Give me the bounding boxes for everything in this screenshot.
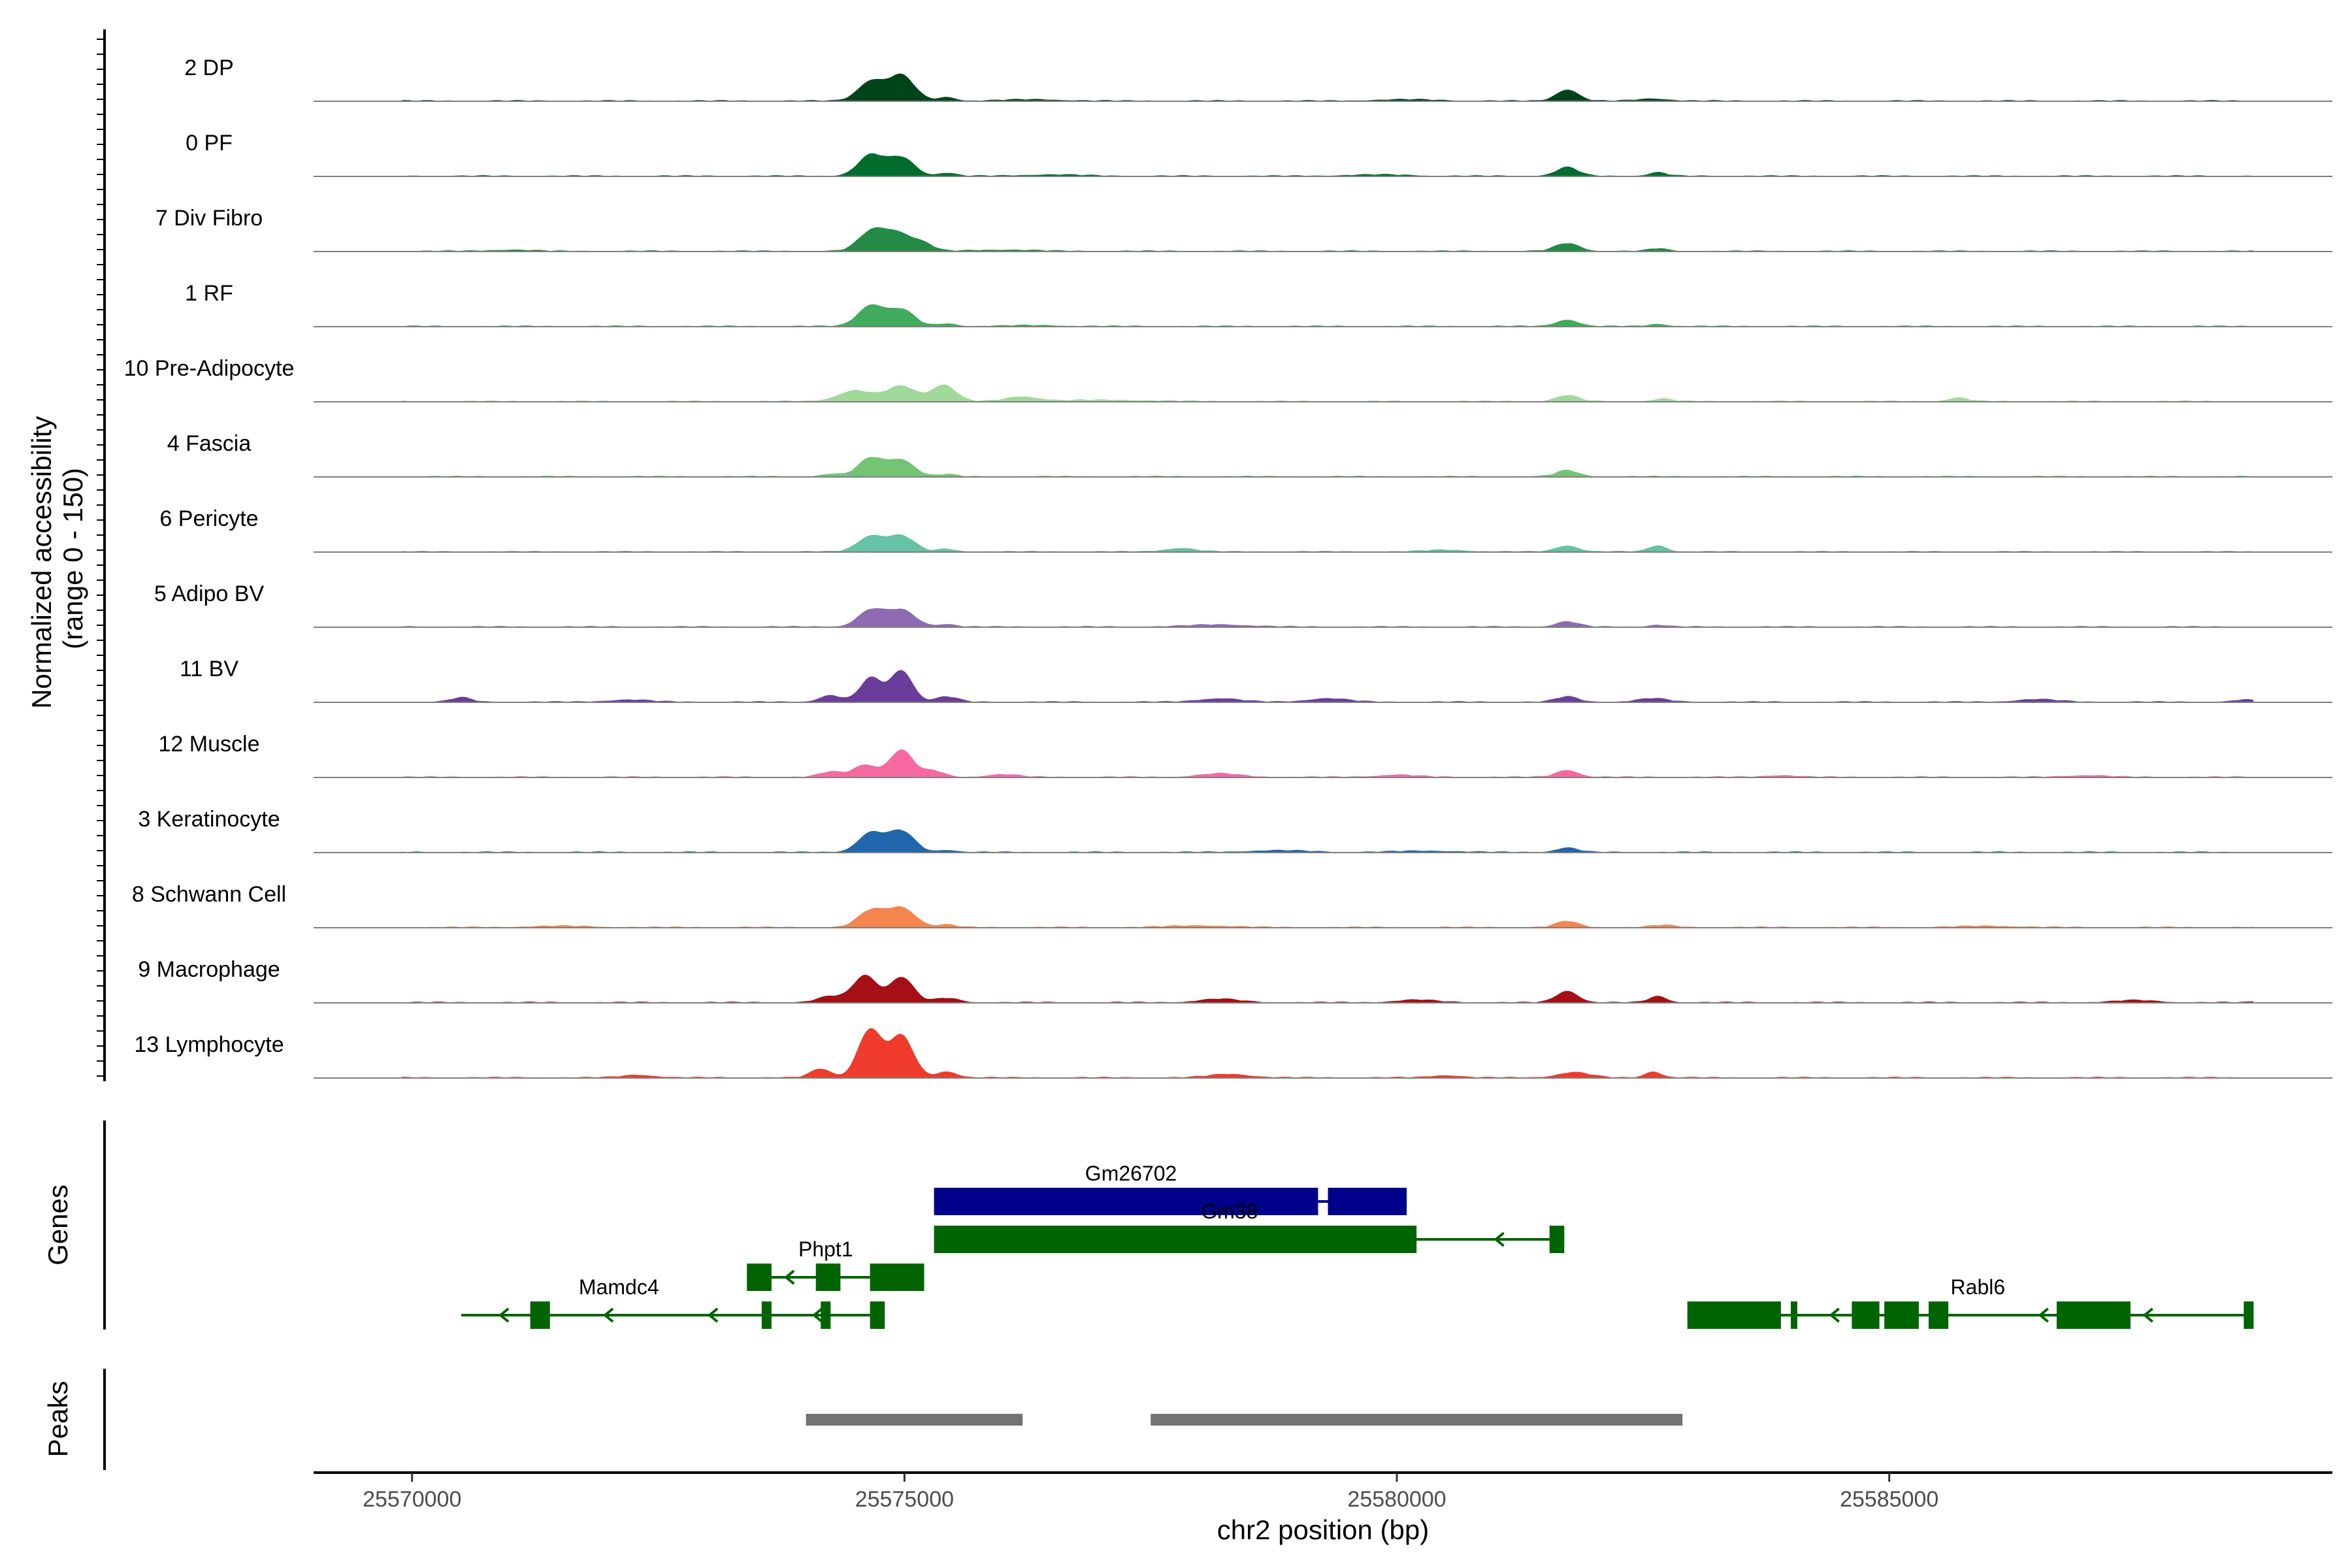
peaks-y-title: Peaks bbox=[42, 1381, 73, 1458]
gene-model bbox=[461, 1301, 885, 1329]
exon bbox=[1328, 1188, 1407, 1215]
track-label: 6 Pericyte bbox=[159, 506, 258, 531]
track-label: 0 PF bbox=[186, 131, 233, 155]
coverage-area bbox=[402, 670, 2255, 703]
coverage-y-title-line-2: (range 0 - 150) bbox=[57, 468, 88, 649]
strand-chevron bbox=[1494, 1232, 1505, 1247]
exon bbox=[1929, 1301, 1949, 1329]
exon bbox=[2244, 1301, 2254, 1329]
exon bbox=[747, 1264, 772, 1291]
track-label: 3 Keratinocyte bbox=[138, 807, 280, 832]
peak-region bbox=[806, 1414, 1023, 1426]
exon bbox=[1687, 1301, 1781, 1329]
strand-chevron bbox=[2142, 1307, 2153, 1323]
coverage-area bbox=[402, 73, 2254, 102]
strand-chevron bbox=[1829, 1307, 1840, 1323]
coverage-area bbox=[402, 384, 2255, 402]
track-9-macrophage: 9 Macrophage bbox=[138, 957, 2332, 1004]
gene-label: Gm38 bbox=[1201, 1200, 1258, 1223]
gene-model bbox=[934, 1226, 1565, 1253]
track-label: 7 Div Fibro bbox=[155, 206, 263, 231]
track-label: 4 Fascia bbox=[167, 431, 252, 456]
track-13-lymphocyte: 13 Lymphocyte bbox=[134, 1028, 2332, 1079]
track-12-muscle: 12 Muscle bbox=[159, 732, 2332, 778]
exon bbox=[1852, 1301, 1880, 1329]
strand-chevron bbox=[784, 1269, 795, 1285]
exon bbox=[870, 1264, 924, 1291]
gene-label: Rabl6 bbox=[1951, 1275, 2006, 1299]
genes-y-title: Genes bbox=[42, 1184, 73, 1266]
coverage-area bbox=[402, 829, 2254, 853]
track-label: 13 Lymphocyte bbox=[134, 1032, 284, 1057]
gene-model bbox=[934, 1188, 1407, 1215]
gene-label: Gm26702 bbox=[1085, 1162, 1177, 1185]
track-4-fascia: 4 Fascia bbox=[167, 431, 2332, 478]
gene-model bbox=[1687, 1301, 2254, 1329]
exon bbox=[2056, 1301, 2131, 1329]
x-axis-ticks: 25570000 25575000 25580000 25585000 bbox=[363, 1473, 1938, 1512]
coverage-area bbox=[402, 608, 2254, 628]
peak-region bbox=[1151, 1414, 1683, 1426]
coverage-area bbox=[402, 974, 2255, 1004]
strand-chevron bbox=[498, 1307, 510, 1323]
track-0-pf: 0 PF bbox=[186, 131, 2332, 177]
exon bbox=[1884, 1301, 1919, 1329]
coverage-area bbox=[402, 304, 2254, 327]
track-2-dp: 2 DP bbox=[184, 56, 2332, 102]
x-tick-label: 25575000 bbox=[855, 1487, 954, 1512]
exon bbox=[934, 1226, 1417, 1253]
track-11-bv: 11 BV bbox=[180, 657, 2332, 703]
strand-chevron bbox=[707, 1307, 719, 1323]
exon bbox=[1790, 1301, 1797, 1329]
coverage-area bbox=[402, 153, 2254, 177]
coverage-area bbox=[402, 906, 2255, 928]
track-label: 2 DP bbox=[184, 56, 234, 80]
strand-chevron bbox=[2038, 1307, 2049, 1323]
track-6-pericyte: 6 Pericyte bbox=[159, 506, 2332, 553]
coverage-area bbox=[402, 227, 2255, 252]
exon bbox=[870, 1301, 885, 1329]
track-7-div-fibro: 7 Div Fibro bbox=[155, 206, 2332, 252]
track-1-rf: 1 RF bbox=[185, 281, 2332, 327]
track-10-pre-adipocyte: 10 Pre-Adipocyte bbox=[124, 356, 2332, 402]
coverage-tracks: 2 DP 0 PF 7 Div Fibro 1 RF 10 Pre-Adipocyte 4… bbox=[124, 56, 2332, 1079]
track-label: 1 RF bbox=[185, 281, 233, 306]
peak-regions bbox=[806, 1414, 1683, 1426]
track-3-keratinocyte: 3 Keratinocyte bbox=[138, 807, 2332, 853]
track-8-schwann-cell: 8 Schwann Cell bbox=[132, 882, 2332, 928]
track-label: 10 Pre-Adipocyte bbox=[124, 356, 295, 381]
coverage-area bbox=[402, 1028, 2254, 1079]
strand-chevron bbox=[811, 1307, 823, 1323]
x-tick-label: 25580000 bbox=[1347, 1487, 1446, 1512]
x-tick-label: 25570000 bbox=[363, 1487, 461, 1512]
gene-model bbox=[747, 1264, 924, 1291]
exon bbox=[934, 1188, 1318, 1215]
gene-label: Phpt1 bbox=[798, 1237, 853, 1261]
coverage-y-title: Normalized accessibility (range 0 - 150) bbox=[26, 408, 88, 709]
track-label: 12 Muscle bbox=[159, 732, 260, 757]
exon bbox=[1549, 1226, 1565, 1253]
gene-models: Gm26702 Gm38 Phpt1 Mamdc4 Rabl6 bbox=[461, 1162, 2254, 1329]
coverage-area bbox=[402, 457, 2254, 478]
exon bbox=[815, 1264, 841, 1291]
strand-chevron bbox=[602, 1307, 614, 1323]
coverage-y-minor-ticks bbox=[97, 39, 105, 1077]
x-tick-label: 25585000 bbox=[1840, 1487, 1938, 1512]
exon bbox=[761, 1301, 772, 1329]
exon bbox=[821, 1301, 831, 1329]
track-label: 5 Adipo BV bbox=[154, 581, 265, 606]
track-label: 8 Schwann Cell bbox=[132, 882, 286, 907]
coverage-area bbox=[402, 749, 2254, 778]
x-axis-title: chr2 position (bp) bbox=[1217, 1514, 1429, 1545]
track-label: 11 BV bbox=[180, 657, 238, 681]
coverage-area bbox=[402, 534, 2255, 553]
exon bbox=[530, 1301, 550, 1329]
track-label: 9 Macrophage bbox=[138, 957, 280, 982]
coverage-y-title-line-1: Normalized accessibility bbox=[26, 416, 57, 709]
gene-label: Mamdc4 bbox=[579, 1275, 659, 1299]
track-5-adipo-bv: 5 Adipo BV bbox=[154, 581, 2332, 628]
